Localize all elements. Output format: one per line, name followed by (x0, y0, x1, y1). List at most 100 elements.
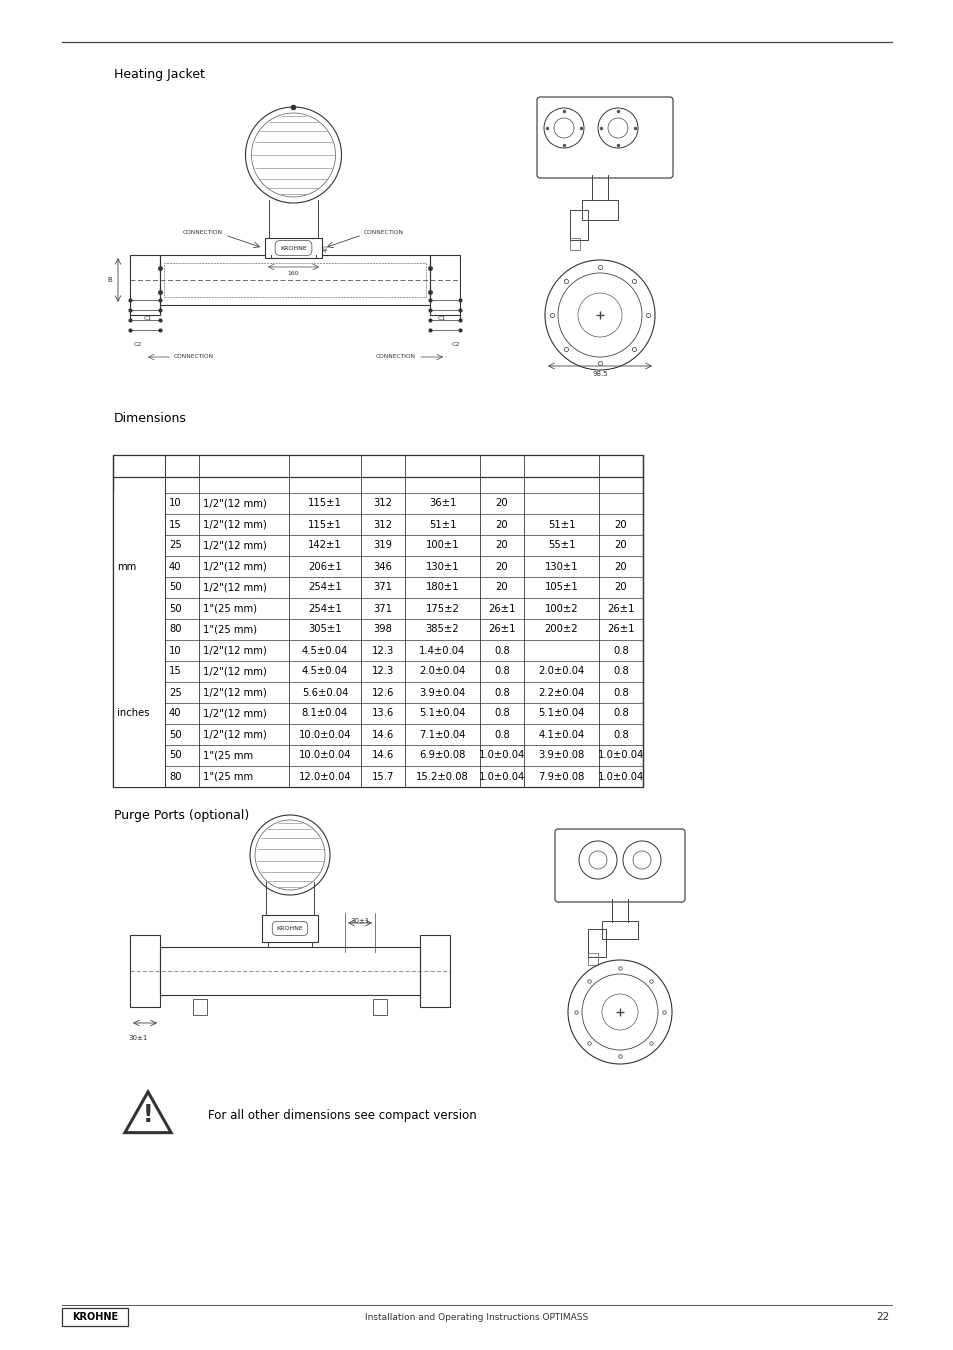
Text: 180±1: 180±1 (425, 582, 458, 593)
Text: Heating Jacket: Heating Jacket (113, 68, 205, 81)
Text: 1/2"(12 mm): 1/2"(12 mm) (203, 562, 267, 571)
Text: 0.8: 0.8 (494, 729, 509, 740)
Text: 20: 20 (614, 540, 627, 551)
Text: 1"(25 mm: 1"(25 mm (203, 751, 253, 760)
Text: 12.3: 12.3 (372, 667, 394, 676)
Text: Dimensions: Dimensions (113, 412, 187, 425)
Text: 100±1: 100±1 (425, 540, 458, 551)
Text: 80: 80 (169, 771, 181, 782)
Text: 371: 371 (374, 603, 392, 613)
Text: 2.0±0.04: 2.0±0.04 (537, 667, 584, 676)
Text: For all other dimensions see compact version: For all other dimensions see compact ver… (208, 1108, 476, 1122)
Text: 0.8: 0.8 (613, 687, 628, 698)
Text: 319: 319 (374, 540, 392, 551)
Text: 80: 80 (169, 625, 181, 634)
Text: 30±1: 30±1 (128, 1035, 147, 1041)
Text: 20: 20 (496, 562, 508, 571)
Text: 40: 40 (169, 562, 181, 571)
Text: 51±1: 51±1 (428, 520, 456, 529)
Text: 15.2±0.08: 15.2±0.08 (416, 771, 468, 782)
Bar (160, 255, 430, 305)
Text: 15: 15 (169, 667, 182, 676)
Text: 0.8: 0.8 (613, 729, 628, 740)
Bar (419, 936, 450, 1007)
Text: 0.8: 0.8 (613, 667, 628, 676)
Text: 36±1: 36±1 (428, 498, 456, 509)
Text: C2: C2 (133, 343, 142, 347)
Text: 25: 25 (169, 540, 182, 551)
Text: 0.8: 0.8 (613, 709, 628, 718)
Text: 1/2"(12 mm): 1/2"(12 mm) (203, 645, 267, 656)
Text: KROHNE: KROHNE (71, 1312, 118, 1322)
Text: 1/2"(12 mm): 1/2"(12 mm) (203, 520, 267, 529)
Bar (265, 238, 322, 258)
Text: 100±2: 100±2 (544, 603, 578, 613)
Text: 371: 371 (374, 582, 392, 593)
Text: 1.0±0.04: 1.0±0.04 (598, 751, 643, 760)
Bar (112, 640, 165, 787)
Text: B: B (107, 277, 112, 284)
Text: 1/2"(12 mm): 1/2"(12 mm) (203, 498, 267, 509)
Text: 20: 20 (614, 520, 627, 529)
Text: 20: 20 (496, 498, 508, 509)
Text: 50: 50 (169, 729, 181, 740)
Text: 14.6: 14.6 (372, 751, 394, 760)
Text: 20: 20 (614, 582, 627, 593)
Bar (569, 211, 587, 240)
Text: 26±1: 26±1 (488, 625, 516, 634)
Text: 1.4±0.04: 1.4±0.04 (419, 645, 465, 656)
Text: 25: 25 (169, 687, 182, 698)
Text: 12.0±0.04: 12.0±0.04 (298, 771, 351, 782)
Text: 2.0±0.04: 2.0±0.04 (419, 667, 465, 676)
Text: C1: C1 (144, 316, 152, 321)
Text: 1.0±0.04: 1.0±0.04 (478, 751, 524, 760)
Text: 55±1: 55±1 (547, 540, 575, 551)
Text: 4.5±0.04: 4.5±0.04 (301, 667, 348, 676)
Text: 26±1: 26±1 (607, 603, 634, 613)
Text: 7.1±0.04: 7.1±0.04 (419, 729, 465, 740)
Text: 398: 398 (374, 625, 392, 634)
Bar (373, 999, 387, 1015)
Bar (130, 936, 160, 1007)
Text: 105±1: 105±1 (544, 582, 578, 593)
Bar (601, 921, 638, 940)
Text: 0.8: 0.8 (494, 645, 509, 656)
Text: 2.2±0.04: 2.2±0.04 (537, 687, 584, 698)
Text: 50: 50 (169, 582, 181, 593)
Text: 0.8: 0.8 (613, 645, 628, 656)
Text: C2: C2 (452, 343, 460, 347)
Text: 346: 346 (374, 562, 392, 571)
Bar (430, 255, 459, 315)
Text: 115±1: 115±1 (308, 520, 341, 529)
Text: 50: 50 (169, 603, 181, 613)
Text: inches: inches (117, 709, 150, 718)
Text: 385±2: 385±2 (425, 625, 458, 634)
Text: 3.9±0.04: 3.9±0.04 (419, 687, 465, 698)
Text: CONNECTION: CONNECTION (364, 230, 403, 235)
Text: 20: 20 (614, 562, 627, 571)
Text: 4.1±0.04: 4.1±0.04 (537, 729, 584, 740)
Text: 20: 20 (496, 540, 508, 551)
Text: 142±1: 142±1 (308, 540, 341, 551)
Bar (569, 238, 579, 250)
Bar (587, 953, 598, 965)
Text: 0.8: 0.8 (494, 687, 509, 698)
Text: 15.7: 15.7 (372, 771, 394, 782)
Text: 15: 15 (169, 520, 182, 529)
Text: 175±2: 175±2 (425, 603, 459, 613)
Text: 200±2: 200±2 (544, 625, 578, 634)
Text: 26±1: 26±1 (607, 625, 634, 634)
Text: Installation and Operating Instructions OPTIMASS: Installation and Operating Instructions … (365, 1312, 588, 1322)
Text: 1"(25 mm): 1"(25 mm) (203, 603, 256, 613)
Text: 10.0±0.04: 10.0±0.04 (298, 729, 351, 740)
Text: KROHNE: KROHNE (280, 246, 307, 251)
Text: 20: 20 (496, 520, 508, 529)
Bar (581, 200, 618, 220)
Text: 254±1: 254±1 (308, 582, 341, 593)
Text: 30±1: 30±1 (350, 918, 370, 923)
Text: 130±1: 130±1 (544, 562, 578, 571)
Bar (587, 929, 605, 957)
Text: 5.6±0.04: 5.6±0.04 (301, 687, 348, 698)
Text: 40: 40 (169, 709, 181, 718)
Text: 50: 50 (169, 751, 181, 760)
